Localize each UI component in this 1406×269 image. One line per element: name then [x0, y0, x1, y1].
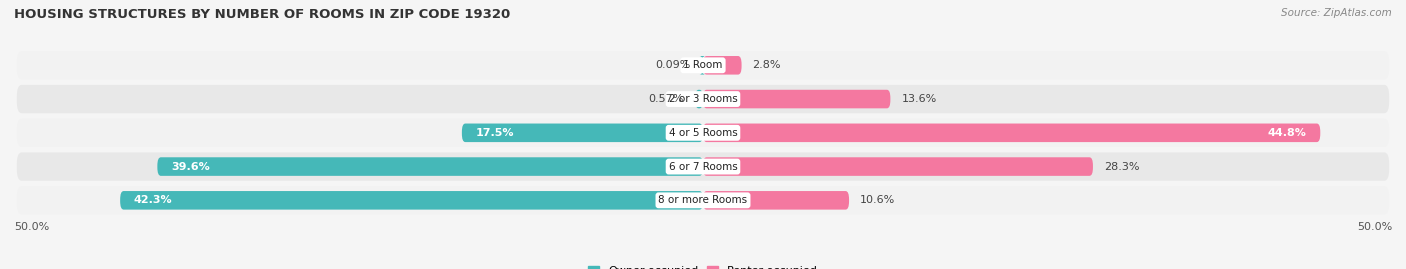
Text: 10.6%: 10.6%: [860, 195, 896, 205]
Text: 2 or 3 Rooms: 2 or 3 Rooms: [669, 94, 737, 104]
Text: 1 Room: 1 Room: [683, 60, 723, 70]
Text: 13.6%: 13.6%: [901, 94, 936, 104]
Text: 17.5%: 17.5%: [475, 128, 515, 138]
FancyBboxPatch shape: [17, 85, 1389, 113]
Text: 4 or 5 Rooms: 4 or 5 Rooms: [669, 128, 737, 138]
FancyBboxPatch shape: [17, 153, 1389, 181]
FancyBboxPatch shape: [703, 191, 849, 210]
FancyBboxPatch shape: [703, 123, 1320, 142]
Text: 8 or more Rooms: 8 or more Rooms: [658, 195, 748, 205]
Text: 44.8%: 44.8%: [1268, 128, 1306, 138]
FancyBboxPatch shape: [17, 119, 1389, 147]
FancyBboxPatch shape: [703, 56, 741, 75]
FancyBboxPatch shape: [17, 186, 1389, 214]
Text: 0.09%: 0.09%: [655, 60, 690, 70]
Text: 6 or 7 Rooms: 6 or 7 Rooms: [669, 162, 737, 172]
FancyBboxPatch shape: [17, 51, 1389, 79]
FancyBboxPatch shape: [157, 157, 703, 176]
Text: 50.0%: 50.0%: [14, 222, 49, 232]
FancyBboxPatch shape: [703, 157, 1092, 176]
Text: 42.3%: 42.3%: [134, 195, 173, 205]
Text: 28.3%: 28.3%: [1104, 162, 1139, 172]
Text: 50.0%: 50.0%: [1357, 222, 1392, 232]
Text: 39.6%: 39.6%: [172, 162, 209, 172]
Legend: Owner-occupied, Renter-occupied: Owner-occupied, Renter-occupied: [583, 261, 823, 269]
FancyBboxPatch shape: [461, 123, 703, 142]
FancyBboxPatch shape: [700, 56, 706, 75]
FancyBboxPatch shape: [695, 90, 703, 108]
Text: 2.8%: 2.8%: [752, 60, 782, 70]
Text: 0.57%: 0.57%: [648, 94, 685, 104]
FancyBboxPatch shape: [120, 191, 703, 210]
Text: HOUSING STRUCTURES BY NUMBER OF ROOMS IN ZIP CODE 19320: HOUSING STRUCTURES BY NUMBER OF ROOMS IN…: [14, 8, 510, 21]
FancyBboxPatch shape: [703, 90, 890, 108]
Text: Source: ZipAtlas.com: Source: ZipAtlas.com: [1281, 8, 1392, 18]
